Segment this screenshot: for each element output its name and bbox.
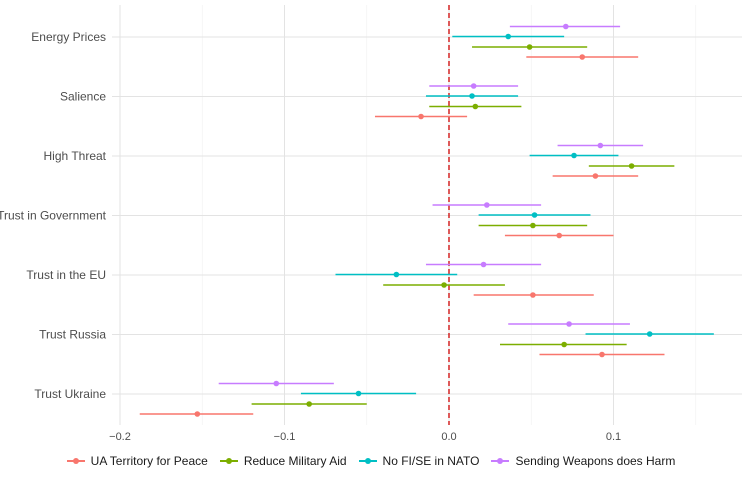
- series-no-fi-se-in-nato: [300, 33, 714, 397]
- estimate-point: [418, 113, 424, 120]
- legend: UA Territory for Peace Reduce Military Ai…: [0, 450, 742, 472]
- y-tick-label: Trust in the EU: [26, 268, 106, 282]
- estimate-point: [530, 292, 536, 298]
- forest-plot: Energy Prices Salience High Threat Trust in…: [0, 5, 742, 440]
- estimate-point: [472, 103, 479, 110]
- legend-key: [358, 456, 377, 466]
- legend-label: Sending Weapons does Harm: [515, 454, 676, 468]
- y-tick-label: Trust Russia: [39, 328, 106, 342]
- estimate-point: [441, 282, 447, 288]
- legend-item: UA Territory for Peace: [66, 454, 208, 468]
- estimate-point: [599, 351, 605, 358]
- estimate-point: [484, 202, 490, 208]
- estimate-point: [469, 93, 475, 99]
- estimate-point: [531, 212, 538, 218]
- estimate-point: [526, 44, 533, 50]
- estimate-point: [273, 380, 280, 387]
- estimate-point: [592, 173, 599, 179]
- x-tick-label: −0.2: [109, 431, 131, 440]
- y-axis-labels: Energy Prices Salience High Threat Trust in…: [0, 30, 107, 401]
- x-tick-label: −0.1: [274, 431, 296, 440]
- legend-key: [219, 456, 238, 466]
- y-tick-label: Energy Prices: [31, 30, 106, 44]
- estimate-point: [194, 411, 201, 417]
- x-axis-tick-labels: −0.2 −0.1 0.0 0.1: [109, 431, 621, 440]
- legend-label: No FI/SE in NATO: [382, 454, 480, 468]
- x-tick-label: 0.0: [441, 431, 456, 440]
- y-tick-label: Trust Ukraine: [34, 387, 106, 401]
- x-tick-label: 0.1: [606, 431, 621, 440]
- legend-key: [491, 456, 510, 466]
- legend-item: Sending Weapons does Harm: [491, 454, 675, 468]
- y-tick-label: Trust in Government: [0, 209, 107, 223]
- estimate-point: [579, 54, 586, 60]
- legend-label: UA Territory for Peace: [90, 454, 208, 468]
- estimate-point: [556, 232, 563, 239]
- legend-label: Reduce Military Aid: [243, 454, 347, 468]
- estimate-point: [355, 390, 362, 397]
- estimate-point: [562, 23, 569, 30]
- estimate-point: [561, 341, 567, 348]
- estimate-point: [530, 222, 536, 229]
- estimate-point: [393, 271, 400, 278]
- legend-item: No FI/SE in NATO: [358, 454, 480, 468]
- estimate-point: [628, 163, 635, 169]
- series-ua-territory-for-peace: [139, 54, 665, 417]
- legend-key: [66, 456, 85, 466]
- series-reduce-military-aid: [251, 44, 675, 407]
- legend-item: Reduce Military Aid: [219, 454, 347, 468]
- grid: [112, 5, 742, 425]
- y-tick-label: Salience: [60, 90, 106, 104]
- estimate-point: [571, 152, 577, 159]
- estimate-point: [646, 331, 653, 337]
- series-sending-weapons-does-harm: [218, 23, 644, 387]
- estimate-point: [566, 321, 572, 327]
- estimate-point: [480, 261, 487, 268]
- estimate-point: [597, 142, 604, 149]
- y-tick-label: High Threat: [44, 149, 107, 163]
- estimate-point: [470, 83, 477, 89]
- estimate-point: [505, 33, 512, 40]
- series-marks: [139, 23, 714, 417]
- estimate-point: [306, 401, 312, 407]
